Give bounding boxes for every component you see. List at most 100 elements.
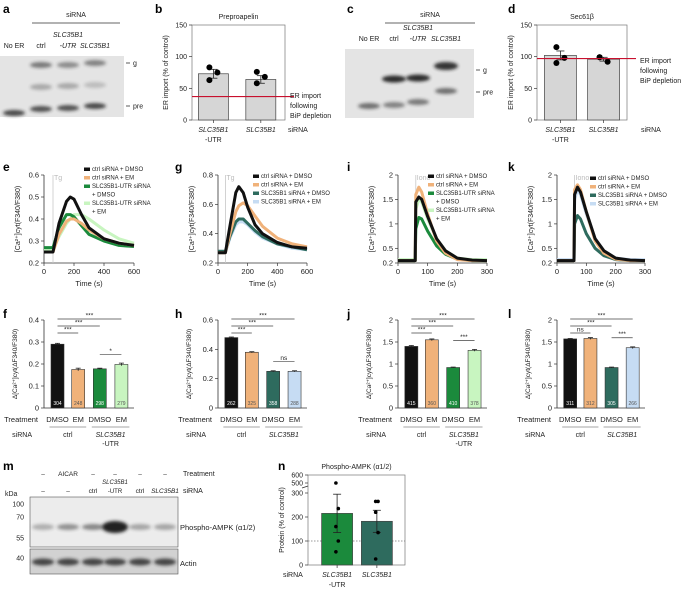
panel-label-h: h — [175, 307, 182, 321]
y-tick-label: 0.4 — [203, 345, 213, 354]
sirna-label: -UTR — [108, 489, 123, 495]
y-tick-label: 0 — [299, 563, 303, 570]
lane-label: SLC35B1 — [431, 36, 461, 43]
blot-band — [84, 103, 106, 109]
row-label-sirna: siRNA — [12, 432, 32, 439]
x-tick-label: 600 — [301, 267, 314, 276]
x-category-label: SLC35B1 — [246, 127, 276, 134]
panel-label-c: c — [347, 2, 354, 16]
blot-band — [382, 75, 406, 83]
y-tick-label: 100 — [175, 54, 187, 61]
reference-annotation: following — [640, 68, 667, 75]
blot-band — [57, 83, 79, 89]
y-tick-label: 0 — [209, 404, 213, 413]
x-tick-label: 100 — [580, 267, 593, 276]
chart-title: Sec61β — [570, 14, 594, 21]
significance-label: *** — [248, 320, 256, 327]
legend-swatch — [428, 208, 434, 212]
blot-image-actin — [29, 548, 179, 575]
y-axis-label: Δ[Ca²⁺]cyt(ΔF340/F380) — [12, 329, 19, 399]
group-label: -UTR — [102, 441, 119, 448]
blot-band — [434, 62, 458, 70]
significance-label: *** — [238, 327, 246, 334]
x-category-label: SLC35B1 — [545, 127, 575, 134]
group-label: ctrl — [417, 432, 427, 439]
y-tick-label: 0.5 — [542, 382, 552, 391]
x-axis-label: Time (s) — [587, 279, 615, 288]
legend-label: SLC35B1 siRNA + DMSO — [261, 191, 330, 197]
x-category-label: -UTR — [552, 137, 569, 144]
n-count-label: 358 — [269, 401, 278, 407]
reference-annotation: ER import — [290, 93, 321, 100]
x-axis-label: siRNA — [283, 572, 303, 579]
panel-label-m: m — [3, 459, 14, 473]
y-tick-label: 50 — [179, 86, 187, 93]
x-tick-label: 400 — [271, 267, 284, 276]
y-tick-label: 1.5 — [542, 195, 552, 204]
significance-label: ns — [577, 327, 585, 334]
band-label: Phospho-AMPK (α1/2) — [180, 523, 256, 532]
treatment-label: EM — [73, 415, 84, 424]
data-point — [553, 44, 560, 51]
y-tick-label: 0.2 — [383, 259, 393, 268]
blot-band — [154, 524, 176, 530]
series-line — [557, 185, 646, 263]
mw-marker: 40 — [16, 556, 24, 563]
significance-label: ns — [280, 355, 288, 362]
x-axis-label: Time (s) — [249, 279, 277, 288]
row-label-sirna: siRNA — [525, 432, 545, 439]
y-tick-label: 0.6 — [29, 171, 39, 180]
y-tick-label: 1 — [548, 219, 552, 228]
y-tick-label: 1.5 — [542, 338, 552, 347]
y-tick-label: 1 — [389, 360, 393, 369]
treatment-label: EM — [585, 415, 596, 424]
treatment-label: DMSO — [600, 415, 623, 424]
y-axis-label: ER import (% of control) — [163, 35, 170, 110]
series-line — [398, 185, 487, 263]
y-tick-label: 1 — [548, 360, 552, 369]
stimulus-marker-label: Iono — [576, 175, 590, 182]
blot-band — [30, 106, 52, 112]
data-point — [334, 481, 338, 485]
row-label-treatment: Treatment — [183, 471, 215, 478]
sirna-label: ctrl — [136, 488, 145, 495]
lane-label: ctrl — [389, 36, 399, 43]
y-tick-label: 0.5 — [383, 382, 393, 391]
significance-label: *** — [460, 334, 468, 341]
data-point — [206, 64, 213, 71]
data-point — [253, 68, 260, 75]
data-point — [261, 73, 268, 80]
series-line — [218, 185, 308, 255]
treatment-label: EM — [289, 415, 300, 424]
blot-band — [104, 558, 126, 566]
y-tick-label: 600 — [291, 473, 303, 480]
y-axis-label: Δ[Ca²⁺]cyt(ΔF340/F380) — [366, 329, 373, 399]
blot-band — [154, 558, 176, 566]
y-tick-label: 0 — [389, 404, 393, 413]
x-tick-label: 200 — [68, 267, 81, 276]
series-line — [557, 214, 645, 263]
treatment-label: DMSO — [220, 415, 243, 424]
x-category-label: SLC35B1 — [362, 572, 392, 579]
legend-swatch — [590, 185, 596, 189]
blot-band — [57, 105, 79, 111]
mw-marker: 70 — [16, 515, 24, 522]
panel-label-k: k — [508, 160, 515, 174]
n-count-label: 311 — [566, 401, 574, 407]
kda-label: kDa — [5, 491, 18, 498]
x-axis-label: siRNA — [641, 127, 661, 134]
bar — [587, 58, 620, 121]
n-count-label: 304 — [53, 401, 62, 407]
blot-band — [84, 82, 106, 88]
treatment-label: EM — [627, 415, 638, 424]
lane-label: No ER — [4, 43, 25, 50]
y-tick-label: 2 — [389, 171, 393, 180]
legend-swatch — [253, 183, 259, 187]
x-tick-label: 0 — [396, 267, 400, 276]
x-category-label: -UTR — [205, 137, 222, 144]
y-tick-label: 0.3 — [29, 338, 39, 347]
band-label: g — [483, 68, 487, 75]
data-point — [334, 524, 338, 529]
blot-band — [32, 558, 54, 566]
legend-swatch — [253, 191, 259, 195]
